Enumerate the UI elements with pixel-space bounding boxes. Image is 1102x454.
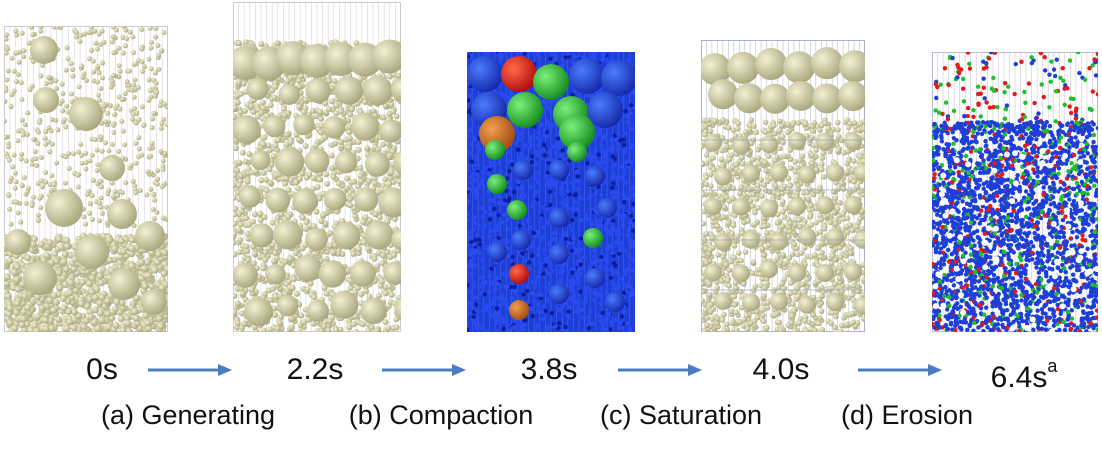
time-label-4: 6.4sa (991, 352, 1058, 396)
time-label-4-superscript: a (1047, 356, 1058, 376)
time-label-1: 2.2s (286, 353, 344, 386)
panel-saturation (701, 40, 865, 332)
panel-generating (4, 26, 168, 332)
panel-erosion (932, 52, 1098, 332)
stage-label-generating: (a) Generating (100, 400, 276, 430)
arrow-right-icon (382, 364, 466, 376)
time-label-0: 0s (86, 353, 118, 386)
simulation-snapshot-saturation (701, 40, 865, 332)
stage-label-erosion: (d) Erosion (840, 400, 974, 430)
simulation-snapshot-generating (4, 26, 168, 332)
panel-colored-snapshot (467, 52, 635, 332)
stage-label-compaction: (b) Compaction (348, 400, 534, 430)
time-label-2: 3.8s (520, 353, 578, 386)
simulation-snapshot-erosion (932, 52, 1098, 332)
stage-label-saturation: (c) Saturation (599, 400, 763, 430)
arrow-right-icon (148, 364, 232, 376)
time-label-4-value: 6.4s (990, 361, 1048, 394)
simulation-snapshot-velocity (467, 52, 635, 332)
simulation-snapshot-compaction (233, 2, 401, 332)
arrow-right-icon (858, 364, 942, 376)
time-label-3: 4.0s (752, 353, 810, 386)
panel-compaction (233, 2, 401, 332)
arrow-right-icon (618, 364, 702, 376)
